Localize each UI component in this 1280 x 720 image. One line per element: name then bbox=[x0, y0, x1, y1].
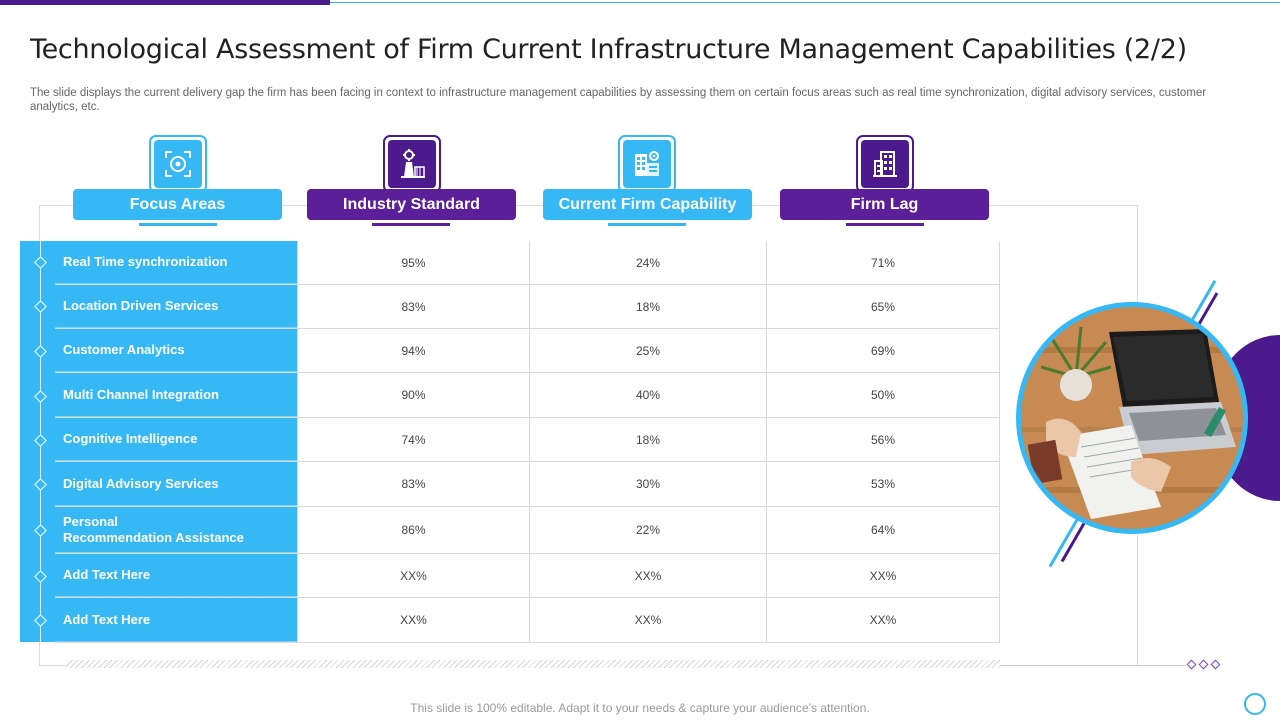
current-capability-value: 18% bbox=[530, 418, 767, 461]
current-capability-value: 18% bbox=[530, 285, 767, 328]
target-icon bbox=[149, 135, 207, 193]
firm-lag-value: 50% bbox=[767, 373, 1000, 417]
table-row: Personal Recommendation Assistance 86% 2… bbox=[55, 507, 1000, 554]
top-accent-bar bbox=[0, 0, 330, 5]
current-capability-value: XX% bbox=[530, 598, 767, 642]
assessment-table: Real Time synchronization 95% 24% 71% Lo… bbox=[55, 241, 1000, 643]
industry-standard-value: 74% bbox=[297, 418, 530, 461]
circle-icon bbox=[1244, 693, 1266, 715]
header-focus-areas: Focus Areas bbox=[73, 189, 282, 220]
table-row: Multi Channel Integration 90% 40% 50% bbox=[55, 373, 1000, 418]
focus-area-label: Personal Recommendation Assistance bbox=[55, 507, 297, 553]
focus-area-label: Cognitive Intelligence bbox=[55, 418, 297, 461]
focus-area-label: Real Time synchronization bbox=[55, 241, 297, 284]
firm-lag-value: 64% bbox=[767, 507, 1000, 553]
current-capability-value: 40% bbox=[530, 373, 767, 417]
slide-footer: This slide is 100% editable. Adapt it to… bbox=[410, 701, 870, 715]
decor-diamond bbox=[1186, 659, 1197, 670]
table-row: Add Text Here XX% XX% XX% bbox=[55, 554, 1000, 598]
current-capability-value: XX% bbox=[530, 554, 767, 597]
focus-area-label: Multi Channel Integration bbox=[55, 373, 297, 417]
hatched-divider bbox=[66, 660, 1000, 668]
focus-area-label: Location Driven Services bbox=[55, 285, 297, 328]
industry-standard-value: 94% bbox=[297, 329, 530, 372]
building-icon bbox=[856, 135, 914, 193]
focus-area-label: Customer Analytics bbox=[55, 329, 297, 372]
firm-lag-value: 69% bbox=[767, 329, 1000, 372]
factory-icon bbox=[383, 135, 441, 193]
firm-lag-value: 65% bbox=[767, 285, 1000, 328]
header-industry-standard: Industry Standard bbox=[307, 189, 516, 220]
focus-area-label: Add Text Here bbox=[55, 554, 297, 597]
current-capability-value: 25% bbox=[530, 329, 767, 372]
header-current-firm-capability: Current Firm Capability bbox=[543, 189, 752, 220]
decor-diamond bbox=[1210, 659, 1221, 670]
slide-subtitle: The slide displays the current delivery … bbox=[30, 87, 1207, 113]
focus-area-label: Add Text Here bbox=[55, 598, 297, 642]
workspace-photo bbox=[1016, 302, 1248, 534]
header-firm-lag: Firm Lag bbox=[780, 189, 989, 220]
industry-standard-value: 83% bbox=[297, 462, 530, 506]
table-row: Customer Analytics 94% 25% 69% bbox=[55, 329, 1000, 373]
industry-standard-value: XX% bbox=[297, 554, 530, 597]
industry-standard-value: 90% bbox=[297, 373, 530, 417]
industry-standard-value: 83% bbox=[297, 285, 530, 328]
focus-area-label: Digital Advisory Services bbox=[55, 462, 297, 506]
current-capability-value: 30% bbox=[530, 462, 767, 506]
firm-lag-value: 56% bbox=[767, 418, 1000, 461]
industry-standard-value: 95% bbox=[297, 241, 530, 284]
firm-lag-value: 71% bbox=[767, 241, 1000, 284]
current-capability-value: 22% bbox=[530, 507, 767, 553]
table-row: Real Time synchronization 95% 24% 71% bbox=[55, 241, 1000, 285]
top-accent-line bbox=[330, 2, 1280, 3]
firm-lag-value: 53% bbox=[767, 462, 1000, 506]
industry-standard-value: 86% bbox=[297, 507, 530, 553]
table-row: Digital Advisory Services 83% 30% 53% bbox=[55, 462, 1000, 507]
firm-lag-value: XX% bbox=[767, 598, 1000, 642]
slide-title: Technological Assessment of Firm Current… bbox=[30, 34, 1187, 65]
table-row: Location Driven Services 83% 18% 65% bbox=[55, 285, 1000, 329]
decor-diamond bbox=[1198, 659, 1209, 670]
office-building-gear-icon bbox=[618, 135, 676, 193]
firm-lag-value: XX% bbox=[767, 554, 1000, 597]
industry-standard-value: XX% bbox=[297, 598, 530, 642]
current-capability-value: 24% bbox=[530, 241, 767, 284]
table-row: Cognitive Intelligence 74% 18% 56% bbox=[55, 418, 1000, 462]
table-row: Add Text Here XX% XX% XX% bbox=[55, 598, 1000, 643]
